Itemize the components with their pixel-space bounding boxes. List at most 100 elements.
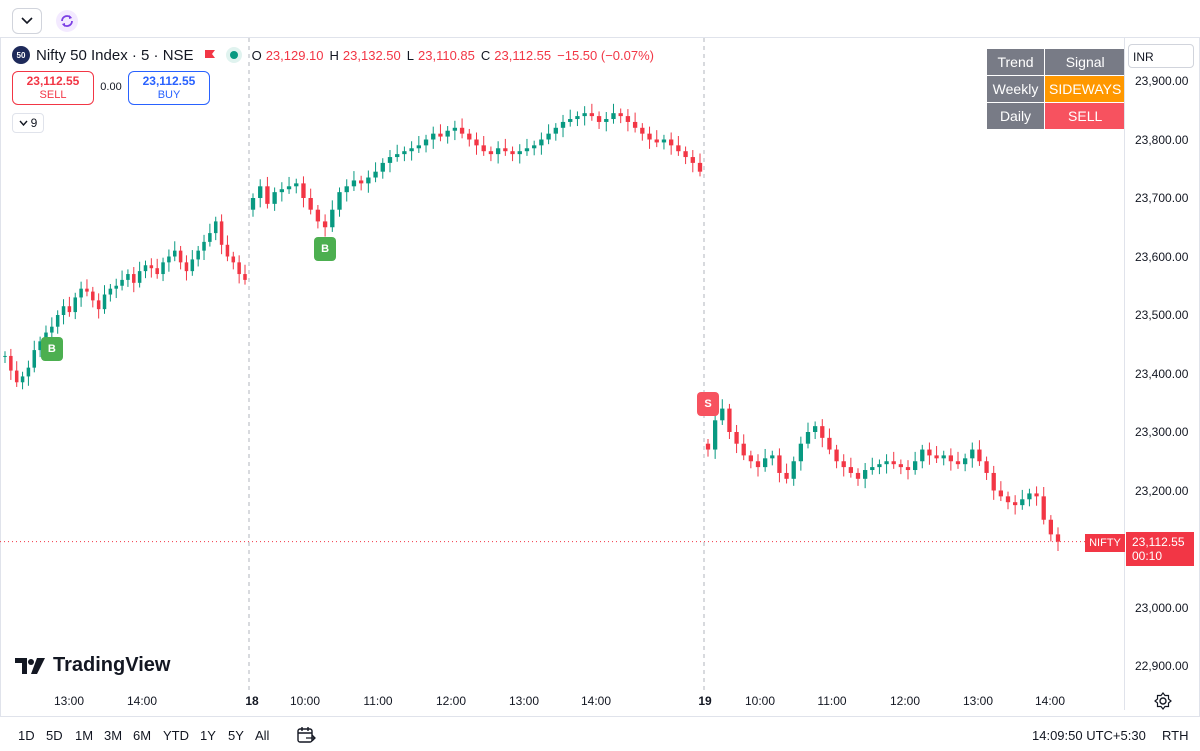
- candle: [114, 278, 118, 299]
- candle: [820, 419, 825, 448]
- candle: [208, 223, 212, 247]
- candle: [143, 260, 148, 279]
- buy-signal-marker[interactable]: B: [314, 237, 337, 262]
- price-symbol-tag: NIFTY: [1085, 534, 1125, 552]
- buy-signal-marker[interactable]: B: [40, 336, 63, 361]
- bar-countdown: 00:10: [1132, 549, 1163, 563]
- candle: [727, 403, 732, 440]
- candle: [481, 135, 486, 156]
- candle: [941, 450, 946, 466]
- candle: [661, 134, 667, 150]
- candle: [977, 440, 982, 466]
- market-status-icon[interactable]: [225, 47, 242, 63]
- spread-value: 0.00: [100, 81, 122, 93]
- calendar-goto-icon[interactable]: [296, 725, 316, 745]
- candle: [683, 146, 688, 165]
- candle: [26, 360, 31, 386]
- candle: [713, 413, 718, 459]
- candle: [9, 348, 13, 380]
- candle: [380, 158, 385, 179]
- candle: [3, 351, 7, 363]
- time-tick-label: 10:00: [289, 694, 321, 708]
- candle: [690, 150, 695, 173]
- candle: [1041, 486, 1046, 525]
- candle: [102, 285, 107, 314]
- candle: [459, 118, 465, 139]
- candle: [409, 141, 414, 161]
- range-button-6m[interactable]: 6M: [133, 728, 152, 743]
- currency-selector[interactable]: INR: [1128, 44, 1194, 68]
- tradingview-logo-icon: [15, 657, 45, 674]
- sync-icon: [61, 15, 73, 27]
- candle: [741, 434, 746, 461]
- buy-button[interactable]: 23,112.55 BUY: [128, 71, 210, 105]
- candle: [770, 450, 775, 466]
- candle: [805, 422, 811, 449]
- time-tick-label: 19: [698, 694, 712, 708]
- candle: [813, 421, 818, 440]
- tradingview-watermark: TradingView: [15, 654, 170, 677]
- range-button-5d[interactable]: 5D: [46, 728, 63, 743]
- symbol-dropdown-button[interactable]: [12, 8, 42, 34]
- sell-signal-marker[interactable]: S: [697, 391, 719, 416]
- candle: [748, 450, 753, 469]
- watermark-text: TradingView: [53, 654, 171, 676]
- candle: [1005, 491, 1011, 510]
- candle: [927, 442, 932, 465]
- candle: [827, 428, 832, 455]
- range-button-ytd[interactable]: YTD: [163, 728, 189, 743]
- candle: [32, 340, 37, 373]
- price-axis[interactable]: [1124, 38, 1200, 710]
- flag-icon[interactable]: [204, 49, 216, 61]
- range-button-1d[interactable]: 1D: [18, 728, 35, 743]
- chevron-down-icon: [21, 17, 33, 25]
- range-button-3m[interactable]: 3M: [104, 728, 123, 743]
- symbol-title[interactable]: Nifty 50 Index · 5 · NSE: [36, 46, 194, 64]
- indicators-count: 9: [30, 116, 38, 130]
- price-tick-label: 23,200.00: [1135, 483, 1189, 498]
- indicators-toggle-button[interactable]: 9: [12, 113, 44, 133]
- high-value: 23,132.50: [342, 47, 401, 63]
- candle: [604, 112, 609, 132]
- candle: [225, 235, 230, 262]
- settings-icon[interactable]: [1154, 692, 1172, 710]
- candle: [416, 135, 421, 153]
- candle: [286, 176, 292, 194]
- session-toggle[interactable]: RTH: [1162, 728, 1189, 743]
- candle: [243, 264, 247, 285]
- candle: [841, 454, 846, 477]
- range-button-5y[interactable]: 5Y: [228, 728, 244, 743]
- candle: [834, 444, 839, 469]
- candle: [265, 176, 270, 209]
- candle: [676, 135, 681, 156]
- timezone-display[interactable]: 14:09:50 UTC+5:30: [1032, 728, 1146, 743]
- range-button-all[interactable]: All: [255, 728, 270, 743]
- price-tick-label: 23,600.00: [1135, 249, 1189, 264]
- price-tick-label: 23,400.00: [1135, 366, 1189, 381]
- candle: [632, 112, 638, 133]
- candle: [1013, 495, 1018, 515]
- range-button-1y[interactable]: 1Y: [200, 728, 216, 743]
- price-chart[interactable]: [0, 38, 1124, 693]
- signal-table: Trend Signal Weekly SIDEWAYS Daily SELL: [986, 48, 1127, 130]
- range-button-1m[interactable]: 1M: [75, 728, 94, 743]
- candle: [351, 171, 357, 191]
- candle: [568, 109, 573, 127]
- time-tick-label: 14:00: [1034, 694, 1066, 708]
- sell-button[interactable]: 23,112.55 SELL: [12, 71, 94, 105]
- candle: [848, 457, 853, 478]
- candle: [108, 283, 113, 302]
- open-value: 23,129.10: [265, 47, 324, 63]
- buy-label: BUY: [157, 89, 181, 101]
- candle: [1055, 527, 1061, 552]
- signal-table-header-trend: Trend: [986, 48, 1045, 76]
- candle: [905, 460, 911, 480]
- candle: [196, 245, 200, 267]
- candle: [237, 255, 241, 284]
- candle: [155, 258, 159, 279]
- candle: [50, 317, 54, 338]
- bottom-toolbar: 1D 5D 1M 3M 6M YTD 1Y 5Y All 14:09:50 UTC+5:30 R…: [0, 716, 1200, 751]
- candle: [96, 293, 101, 319]
- sync-button[interactable]: [56, 10, 78, 32]
- candle: [560, 114, 566, 138]
